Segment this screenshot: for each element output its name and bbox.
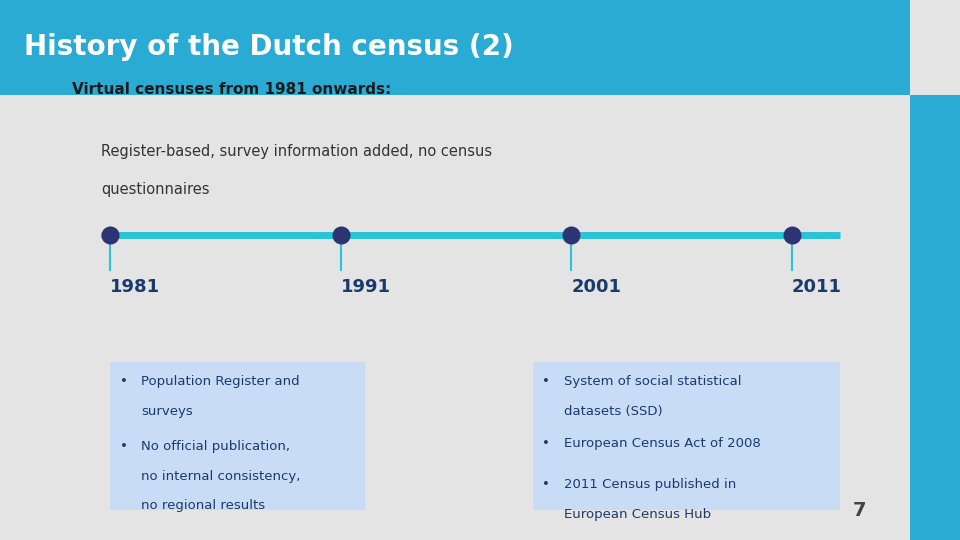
Text: •: • <box>542 478 550 491</box>
Text: •: • <box>120 440 128 453</box>
Text: surveys: surveys <box>141 405 193 418</box>
Text: Virtual censuses from 1981 onwards:: Virtual censuses from 1981 onwards: <box>72 82 392 97</box>
Text: questionnaires: questionnaires <box>101 181 209 197</box>
Text: •: • <box>542 437 550 450</box>
Text: datasets (SSD): datasets (SSD) <box>564 405 662 418</box>
Text: •: • <box>120 375 128 388</box>
Text: 7: 7 <box>852 501 866 520</box>
Text: •: • <box>542 375 550 388</box>
Text: European Census Act of 2008: European Census Act of 2008 <box>564 437 760 450</box>
FancyBboxPatch shape <box>910 0 960 94</box>
Text: 2001: 2001 <box>571 278 621 296</box>
Text: Population Register and: Population Register and <box>141 375 300 388</box>
FancyBboxPatch shape <box>0 0 910 94</box>
Text: no regional results: no regional results <box>141 500 265 512</box>
Text: System of social statistical: System of social statistical <box>564 375 741 388</box>
FancyBboxPatch shape <box>533 362 840 510</box>
Text: Register-based, survey information added, no census: Register-based, survey information added… <box>101 144 492 159</box>
Text: History of the Dutch census (2): History of the Dutch census (2) <box>24 33 514 61</box>
Text: 2011: 2011 <box>792 278 842 296</box>
Text: no internal consistency,: no internal consistency, <box>141 470 300 483</box>
FancyBboxPatch shape <box>910 0 960 540</box>
Text: No official publication,: No official publication, <box>141 440 290 453</box>
FancyBboxPatch shape <box>110 362 365 510</box>
Text: 1991: 1991 <box>341 278 391 296</box>
Text: European Census Hub: European Census Hub <box>564 508 710 521</box>
Text: 1981: 1981 <box>110 278 160 296</box>
Text: 2011 Census published in: 2011 Census published in <box>564 478 735 491</box>
